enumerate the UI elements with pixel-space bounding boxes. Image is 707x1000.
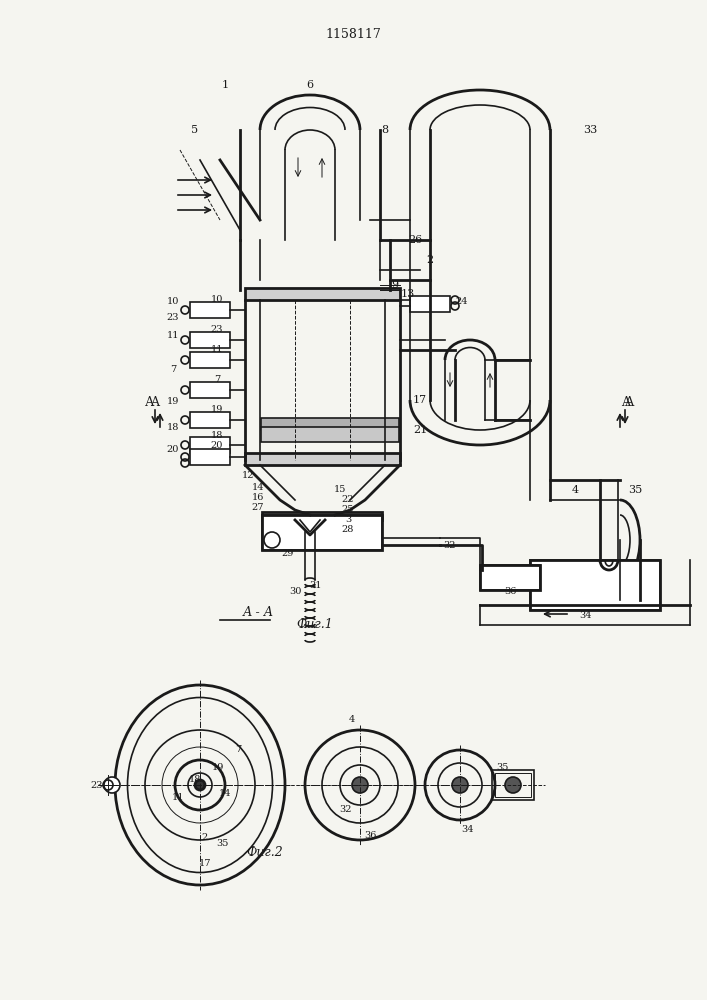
Text: 22: 22 xyxy=(341,495,354,504)
Text: 2: 2 xyxy=(202,832,208,842)
Text: 19: 19 xyxy=(211,406,223,414)
Text: 5: 5 xyxy=(192,125,199,135)
Text: 14: 14 xyxy=(218,788,231,798)
Text: 13: 13 xyxy=(401,289,415,299)
Text: 35: 35 xyxy=(496,762,508,772)
Text: 11: 11 xyxy=(167,330,180,340)
Text: 36: 36 xyxy=(364,830,376,840)
Bar xyxy=(190,412,230,428)
Text: 35: 35 xyxy=(216,838,228,848)
Text: 33: 33 xyxy=(583,125,597,135)
Text: 34: 34 xyxy=(462,826,474,834)
Text: 4: 4 xyxy=(571,485,578,495)
Text: 8: 8 xyxy=(382,125,389,135)
Text: 2: 2 xyxy=(426,255,433,265)
Text: 9: 9 xyxy=(392,280,399,290)
Text: 29: 29 xyxy=(282,550,294,558)
Text: 24: 24 xyxy=(456,298,468,306)
Text: 21: 21 xyxy=(413,425,427,435)
Bar xyxy=(262,515,382,550)
Bar xyxy=(530,560,660,610)
Text: 32: 32 xyxy=(339,806,351,814)
Bar xyxy=(190,449,230,465)
Text: 30: 30 xyxy=(289,587,301,596)
Text: 16: 16 xyxy=(252,492,264,502)
Bar xyxy=(262,512,382,520)
Circle shape xyxy=(452,777,468,793)
Text: 19: 19 xyxy=(212,762,224,772)
Circle shape xyxy=(352,777,368,793)
Bar xyxy=(530,560,660,610)
Bar xyxy=(261,427,399,442)
Text: 7: 7 xyxy=(235,746,241,754)
Text: 35: 35 xyxy=(628,485,642,495)
Bar xyxy=(480,565,540,590)
Text: 20: 20 xyxy=(167,446,179,454)
Circle shape xyxy=(195,780,205,790)
Text: 10: 10 xyxy=(211,296,223,304)
Text: A: A xyxy=(151,396,160,410)
Text: 18: 18 xyxy=(167,424,179,432)
Text: 19: 19 xyxy=(167,397,179,406)
Bar xyxy=(480,565,540,590)
Bar xyxy=(261,418,399,430)
Text: 23: 23 xyxy=(211,326,223,334)
Text: 28: 28 xyxy=(341,526,354,534)
Text: 1: 1 xyxy=(221,80,228,90)
Text: 3: 3 xyxy=(345,516,351,524)
Bar xyxy=(190,302,230,318)
Bar xyxy=(410,296,450,312)
Text: 25: 25 xyxy=(341,506,354,514)
Bar xyxy=(190,437,230,453)
Bar xyxy=(190,382,230,398)
Text: 6: 6 xyxy=(306,80,314,90)
Text: 17: 17 xyxy=(413,395,427,405)
Text: 36: 36 xyxy=(504,587,516,596)
Bar xyxy=(492,770,534,800)
Text: 4: 4 xyxy=(349,716,355,724)
Text: 26: 26 xyxy=(408,235,422,245)
Text: 7: 7 xyxy=(170,365,176,374)
Text: 18: 18 xyxy=(211,430,223,440)
Bar xyxy=(262,515,382,550)
Text: 11: 11 xyxy=(211,346,223,355)
Text: 11: 11 xyxy=(172,792,185,802)
Text: 34: 34 xyxy=(579,610,591,619)
Bar xyxy=(245,288,400,300)
Circle shape xyxy=(264,532,280,548)
Text: 32: 32 xyxy=(444,540,456,550)
Text: А: А xyxy=(625,395,635,408)
Text: 10: 10 xyxy=(167,298,179,306)
Text: А: А xyxy=(145,395,155,408)
Text: 14: 14 xyxy=(252,484,264,492)
Bar xyxy=(190,352,230,368)
Text: A: A xyxy=(621,396,631,410)
Text: 7: 7 xyxy=(214,375,220,384)
Text: 27: 27 xyxy=(252,502,264,512)
Text: 23: 23 xyxy=(90,780,103,790)
Text: А - А: А - А xyxy=(243,605,274,618)
Text: 23: 23 xyxy=(167,314,180,322)
Text: 1158117: 1158117 xyxy=(325,28,381,41)
Text: 12: 12 xyxy=(242,471,255,480)
Text: Фиг.2: Фиг.2 xyxy=(247,846,284,858)
Text: Фиг.1: Фиг.1 xyxy=(297,618,334,632)
Text: 31: 31 xyxy=(309,580,321,589)
Bar xyxy=(245,453,400,465)
Text: 15: 15 xyxy=(334,486,346,494)
Bar xyxy=(495,773,531,797)
Text: 18: 18 xyxy=(189,774,201,784)
Text: 20: 20 xyxy=(211,440,223,450)
Circle shape xyxy=(505,777,521,793)
Bar xyxy=(190,332,230,348)
Text: 17: 17 xyxy=(199,858,211,867)
Circle shape xyxy=(104,777,120,793)
